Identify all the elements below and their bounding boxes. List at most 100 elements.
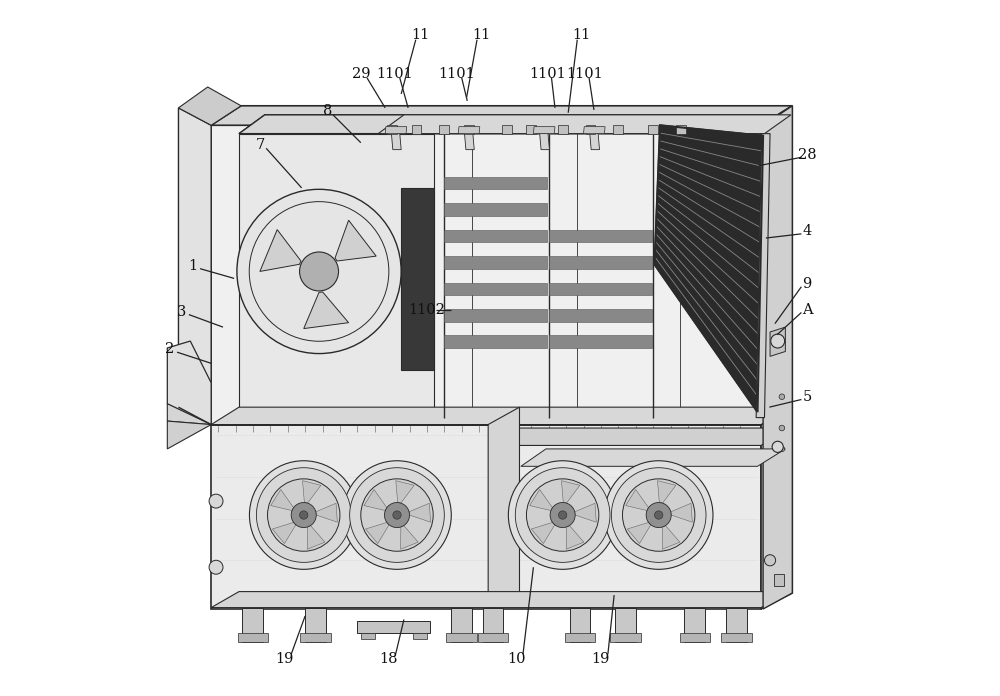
Text: 5: 5 — [802, 390, 812, 404]
Text: 1101: 1101 — [438, 68, 475, 81]
Text: 11: 11 — [572, 28, 591, 42]
Polygon shape — [774, 574, 784, 586]
Polygon shape — [671, 503, 692, 522]
Circle shape — [384, 503, 410, 528]
Polygon shape — [387, 125, 397, 134]
Polygon shape — [167, 341, 211, 425]
Circle shape — [291, 503, 316, 528]
Polygon shape — [307, 525, 325, 549]
Polygon shape — [439, 125, 449, 134]
Circle shape — [256, 468, 351, 562]
Polygon shape — [238, 633, 268, 642]
Circle shape — [764, 555, 776, 566]
Circle shape — [646, 503, 671, 528]
Polygon shape — [726, 608, 747, 642]
Circle shape — [237, 189, 401, 354]
Circle shape — [300, 252, 339, 291]
Polygon shape — [401, 188, 434, 370]
Text: 2: 2 — [165, 342, 174, 356]
Circle shape — [300, 511, 308, 519]
Text: 1: 1 — [188, 259, 197, 273]
Circle shape — [558, 511, 567, 519]
Polygon shape — [680, 633, 710, 642]
Circle shape — [526, 479, 599, 551]
Polygon shape — [549, 283, 652, 295]
Polygon shape — [178, 108, 211, 425]
Polygon shape — [211, 592, 792, 608]
Text: 1102: 1102 — [408, 303, 445, 317]
Polygon shape — [361, 633, 375, 639]
Polygon shape — [533, 127, 555, 134]
Polygon shape — [303, 481, 321, 503]
Polygon shape — [575, 503, 596, 522]
Polygon shape — [167, 421, 211, 449]
Polygon shape — [451, 608, 472, 642]
Circle shape — [622, 479, 695, 551]
Polygon shape — [549, 230, 652, 242]
Text: 28: 28 — [798, 148, 816, 161]
Polygon shape — [271, 489, 294, 511]
Polygon shape — [364, 489, 387, 511]
Polygon shape — [444, 283, 547, 295]
Polygon shape — [444, 256, 547, 269]
Circle shape — [268, 479, 340, 551]
Polygon shape — [566, 525, 584, 549]
Text: 1101: 1101 — [567, 68, 603, 81]
Polygon shape — [590, 134, 600, 150]
Polygon shape — [721, 633, 752, 642]
Polygon shape — [357, 621, 430, 633]
Polygon shape — [412, 125, 421, 134]
Polygon shape — [444, 309, 547, 322]
Polygon shape — [502, 125, 512, 134]
Text: A: A — [802, 303, 812, 317]
Polygon shape — [493, 428, 791, 445]
Text: 3: 3 — [177, 305, 186, 319]
Text: 9: 9 — [802, 277, 812, 291]
Polygon shape — [549, 256, 652, 269]
Text: 1101: 1101 — [376, 68, 413, 81]
Text: 19: 19 — [592, 652, 610, 666]
Polygon shape — [211, 106, 792, 125]
Polygon shape — [385, 127, 407, 134]
Circle shape — [209, 560, 223, 574]
Polygon shape — [657, 481, 676, 503]
Polygon shape — [561, 481, 580, 503]
Polygon shape — [626, 489, 649, 511]
Polygon shape — [378, 115, 791, 134]
Polygon shape — [409, 503, 431, 522]
Text: 18: 18 — [379, 652, 398, 666]
Text: 29: 29 — [352, 68, 370, 81]
Polygon shape — [465, 134, 474, 150]
Polygon shape — [272, 523, 296, 544]
Circle shape — [249, 461, 358, 569]
Polygon shape — [521, 449, 785, 466]
Text: 7: 7 — [255, 138, 265, 152]
Polygon shape — [444, 203, 547, 216]
Polygon shape — [239, 134, 434, 418]
Text: 1101: 1101 — [529, 68, 566, 81]
Polygon shape — [763, 106, 792, 609]
Polygon shape — [570, 608, 590, 642]
Polygon shape — [211, 407, 792, 425]
Text: 11: 11 — [411, 28, 429, 42]
Polygon shape — [444, 335, 547, 348]
Polygon shape — [444, 230, 547, 242]
Polygon shape — [260, 230, 301, 271]
Circle shape — [771, 334, 785, 348]
Polygon shape — [526, 125, 536, 134]
Polygon shape — [655, 125, 763, 412]
Circle shape — [604, 461, 713, 569]
Polygon shape — [300, 633, 331, 642]
Polygon shape — [531, 523, 555, 544]
Polygon shape — [756, 134, 770, 418]
Text: 19: 19 — [275, 652, 293, 666]
Polygon shape — [239, 115, 448, 134]
Polygon shape — [242, 608, 263, 642]
Polygon shape — [627, 523, 651, 544]
Polygon shape — [239, 115, 789, 134]
Polygon shape — [366, 523, 389, 544]
Polygon shape — [478, 633, 508, 642]
Polygon shape — [239, 115, 789, 134]
Circle shape — [515, 468, 610, 562]
Polygon shape — [211, 125, 761, 425]
